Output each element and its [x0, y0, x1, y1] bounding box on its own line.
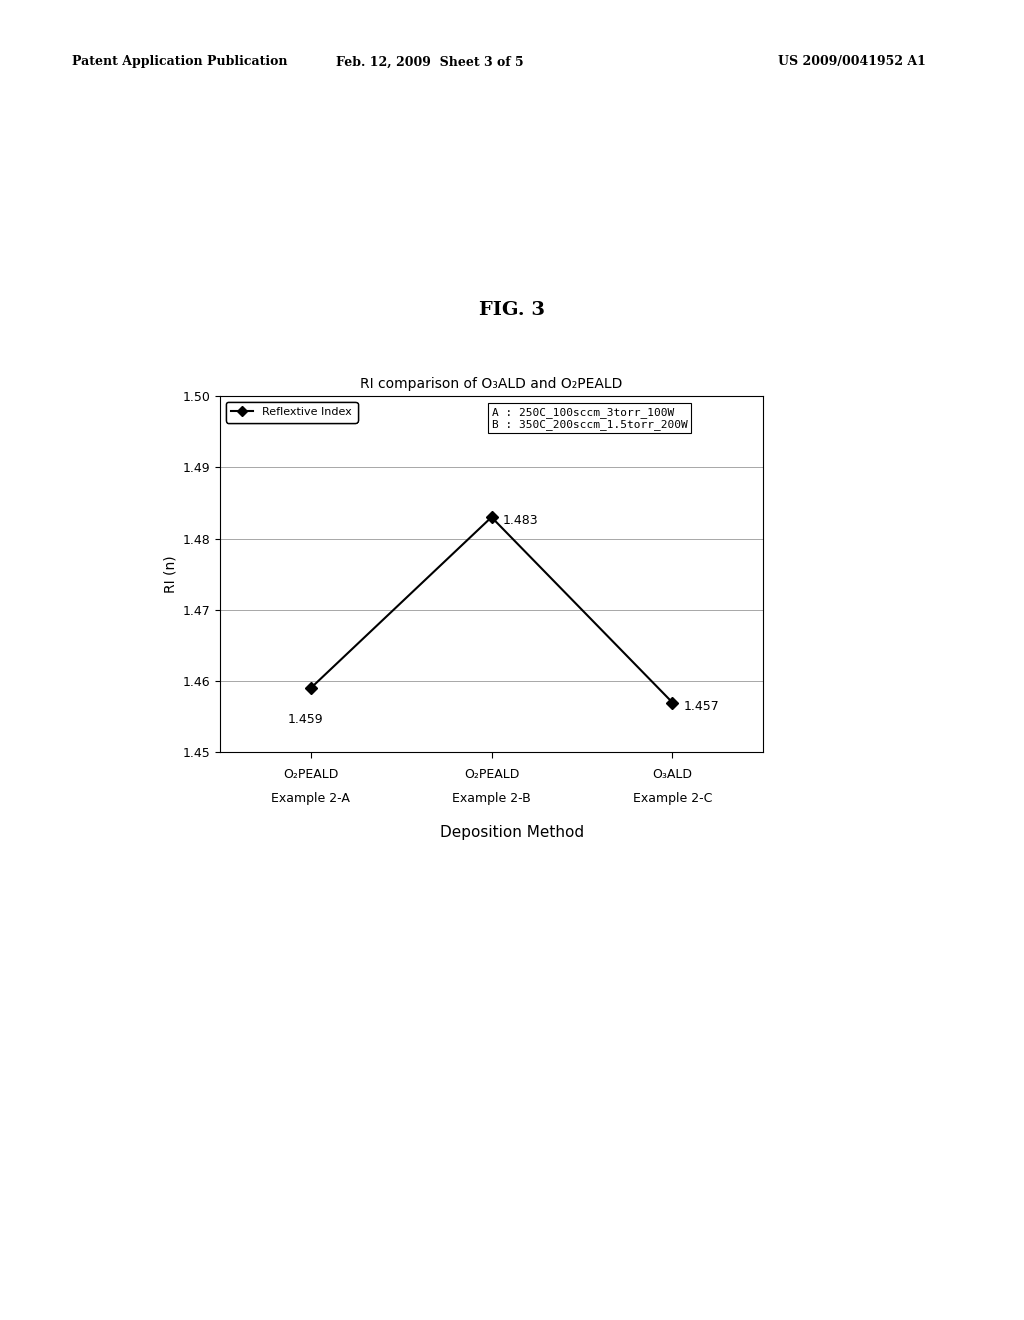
Text: Deposition Method: Deposition Method — [440, 825, 584, 840]
Text: FIG. 3: FIG. 3 — [479, 301, 545, 319]
Title: RI comparison of O₃ALD and O₂PEALD: RI comparison of O₃ALD and O₂PEALD — [360, 376, 623, 391]
Text: Example 2-B: Example 2-B — [453, 792, 530, 805]
Text: 1.459: 1.459 — [288, 713, 323, 726]
Text: A : 250C_100sccm_3torr_100W
B : 350C_200sccm_1.5torr_200W: A : 250C_100sccm_3torr_100W B : 350C_200… — [492, 407, 687, 430]
Text: US 2009/0041952 A1: US 2009/0041952 A1 — [778, 55, 926, 69]
Text: Patent Application Publication: Patent Application Publication — [72, 55, 287, 69]
Text: O₃ALD: O₃ALD — [652, 768, 692, 781]
Text: O₂PEALD: O₂PEALD — [464, 768, 519, 781]
Text: Feb. 12, 2009  Sheet 3 of 5: Feb. 12, 2009 Sheet 3 of 5 — [336, 55, 524, 69]
Legend: Reflextive Index: Reflextive Index — [225, 401, 357, 422]
Y-axis label: RI (n): RI (n) — [163, 556, 177, 593]
Text: Example 2-C: Example 2-C — [633, 792, 712, 805]
Text: 1.483: 1.483 — [503, 515, 538, 527]
Text: 1.457: 1.457 — [683, 700, 719, 713]
Text: Example 2-A: Example 2-A — [271, 792, 350, 805]
Text: O₂PEALD: O₂PEALD — [283, 768, 338, 781]
